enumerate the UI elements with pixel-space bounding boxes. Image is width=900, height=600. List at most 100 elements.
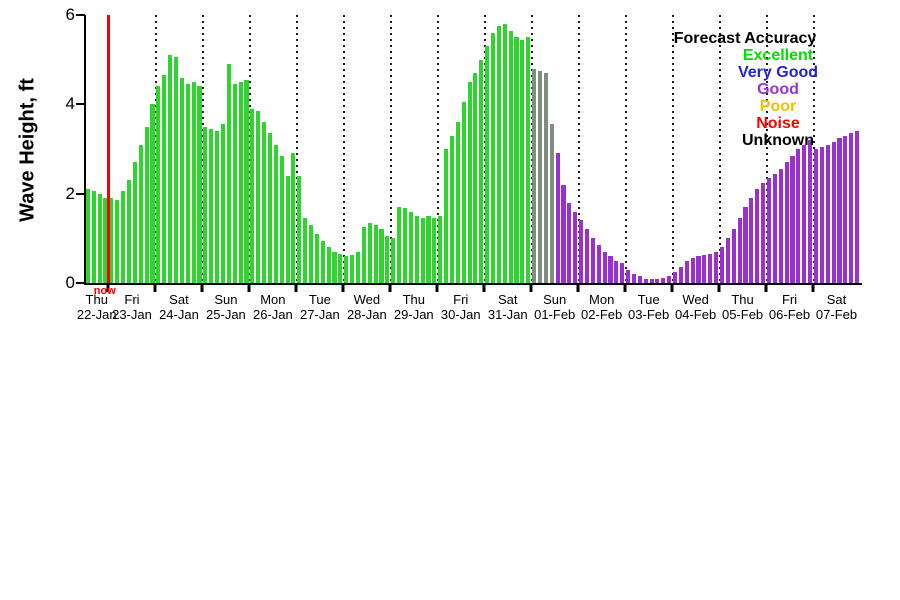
y-axis-line [84,15,86,285]
day-name: Fri [781,292,798,307]
x-axis-day-label: Sun 01-Feb [534,292,575,322]
wave-height-bar [126,180,132,283]
wave-height-bar [197,86,202,283]
wave-height-bar [725,238,730,283]
wave-height-bar [203,126,208,283]
day-date: 22-Jan [76,307,117,322]
wave-height-bar [179,77,184,283]
day-date: 07-Feb [815,307,858,322]
plot-area: Thu 22-Jan Fri 23-Jan Sat 24-Jan Sun 25-Jan Mon 2… [66,5,860,322]
day-name: Sat [826,292,847,307]
wave-height-bar [532,68,537,283]
wave-height-bar [490,32,496,283]
wave-height-bar [708,253,713,283]
x-axis-day-label: Tue 03-Feb [628,292,669,322]
x-axis-day-label: Sun 25-Jan [206,292,246,322]
wave-height-bar [461,102,466,283]
wave-height-bar [432,218,437,283]
wave-height-bar [303,218,308,283]
y-axis-tick [76,282,85,284]
wave-height-bar [215,131,220,283]
x-axis-tick [247,283,251,292]
wave-height-bar [367,222,372,283]
wave-height-bar [256,111,261,283]
wave-height-bar [414,216,419,283]
wave-height-bar [555,153,560,283]
wave-height-bar [226,64,231,283]
day-name: Sun [214,292,238,307]
wave-height-bar [449,135,454,283]
wave-height-bar [526,37,531,283]
x-axis-tick [106,283,110,292]
wave-height-bar [755,189,760,283]
day-name: Tue [308,292,331,307]
day-date: 04-Feb [674,307,717,322]
y-axis-tick [76,14,85,16]
wave-height-bar [543,73,548,283]
legend-entry-poor: Poor [759,98,797,115]
wave-height-bar [444,149,449,283]
day-date: 03-Feb [628,307,670,322]
x-axis-day-label: Mon 02-Feb [581,292,622,322]
wave-height-bar [391,238,396,283]
wave-height-bar [766,178,772,283]
y-axis-label: Wave Height, ft [16,78,39,222]
wave-height-bar [573,211,578,283]
wave-height-bar [115,200,120,283]
wave-height-bar [297,175,302,283]
wave-height-bar [273,144,278,283]
wave-height-bar [784,162,789,283]
legend-entries: Excellent Very Good Good Poor Noise Unknown [650,47,840,149]
wave-height-bar [649,278,654,283]
wave-height-bar [326,247,331,283]
day-name: Wed [353,292,381,307]
wave-height-bar [719,247,725,283]
wave-height-bar [684,260,689,283]
day-gridline [719,15,722,283]
day-date: 27-Jan [299,307,340,322]
wave-height-bar [279,155,284,283]
day-gridline [672,15,675,283]
wave-height-bar [191,82,196,283]
wave-height-bar [85,189,90,283]
day-date: 01-Feb [534,307,576,322]
x-axis-tick [294,283,298,292]
wave-height-bar [385,236,390,283]
wave-height-bar [168,55,173,283]
wave-height-bar [320,240,325,283]
wave-height-bar [438,216,443,283]
day-name: Sat [169,292,189,307]
wave-height-bar [778,169,783,283]
wave-height-bar [314,233,319,283]
wave-height-bar [508,30,513,283]
day-gridline [390,15,393,283]
wave-height-bar [467,82,472,283]
wave-height-bar [520,39,525,283]
y-axis-tick [76,192,85,195]
wave-height-bar [549,124,554,283]
wave-height-bar [761,182,766,283]
day-date: 25-Jan [206,307,246,322]
wave-height-bar [772,173,777,283]
wave-height-bar [132,162,137,283]
wave-height-bar [426,216,431,283]
wave-height-bar [626,269,631,283]
wave-height-bar [420,218,425,283]
wave-height-bar [602,251,607,283]
x-axis-tick [153,283,157,292]
wave-height-bar [109,198,114,283]
wave-height-bar [608,256,613,283]
now-marker-label: now [93,285,116,297]
wave-height-bar [819,146,824,283]
wave-height-bar [173,57,179,283]
wave-height-bar [267,133,272,283]
wave-height-bar [655,278,660,283]
wave-height-bar [808,140,813,283]
day-name: Tue [637,292,660,307]
day-name: Mon [589,292,615,307]
y-axis-tick-label: 6 [65,5,75,24]
x-axis-tick [717,283,721,292]
day-gridline [625,15,628,283]
wave-height-bar [397,207,402,283]
